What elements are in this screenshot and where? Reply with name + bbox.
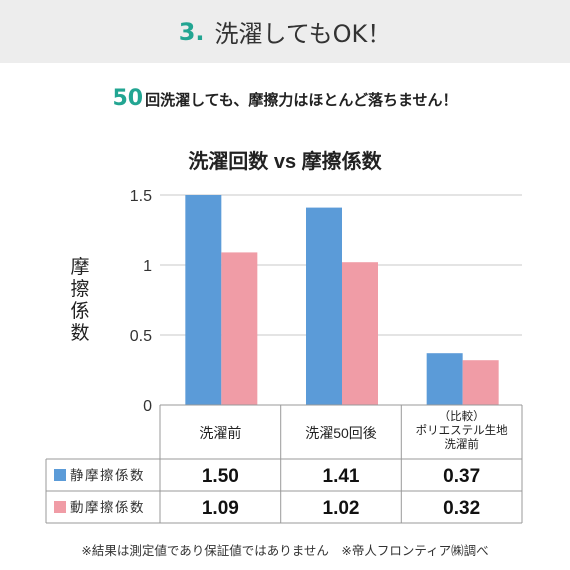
subtitle-emphasis: 50 [112, 86, 144, 111]
legend-swatch [54, 469, 66, 481]
legend-label: 静摩擦係数 [70, 467, 145, 483]
bar-static [185, 195, 222, 405]
x-tick-label: ポリエステル生地 [416, 423, 508, 437]
legend-label: 動摩擦係数 [70, 499, 145, 515]
y-axis-label-char: 摩 [70, 256, 89, 278]
x-tick-label: （比較） [439, 409, 485, 423]
section-number: 3. [178, 17, 205, 46]
subtitle-text: 回洗濯しても、摩擦力はほとんど落ちません！ [145, 91, 458, 109]
y-axis-label-char: 数 [70, 322, 89, 344]
y-axis-label-char: 擦 [70, 278, 89, 300]
x-tick-label: 洗濯前 [444, 437, 479, 451]
x-tick-label: 洗濯50回後 [305, 425, 377, 441]
chart-title: 洗濯回数 vs 摩擦係数 [188, 149, 382, 173]
x-tick-label: 洗濯前 [199, 425, 241, 441]
data-label: 0.37 [443, 466, 480, 487]
section-title: 洗濯してもOK！ [214, 20, 392, 48]
subtitle: 50 回洗濯しても、摩擦力はほとんど落ちません！ [0, 86, 570, 111]
bar-dynamic [342, 262, 378, 405]
y-tick-label: 1 [143, 258, 152, 275]
y-tick-label: 1.5 [130, 188, 152, 205]
bar-dynamic [462, 360, 499, 405]
data-label: 0.32 [443, 498, 480, 519]
data-label: 1.02 [323, 498, 360, 519]
data-label: 1.09 [202, 498, 239, 519]
y-axis-label-char: 係 [70, 300, 89, 322]
data-label: 1.50 [202, 466, 239, 487]
data-label: 1.41 [323, 466, 360, 487]
section-header: 3. 洗濯してもOK！ [0, 0, 570, 63]
bar-dynamic [221, 252, 258, 405]
bar-static [426, 353, 463, 405]
y-tick-label: 0.5 [130, 328, 152, 345]
y-tick-label: 0 [143, 398, 152, 415]
legend-swatch [54, 501, 66, 513]
bar-static [306, 207, 342, 405]
footnote: ※結果は測定値であり保証値ではありません ※帝人フロンティア㈱調べ [81, 543, 489, 558]
